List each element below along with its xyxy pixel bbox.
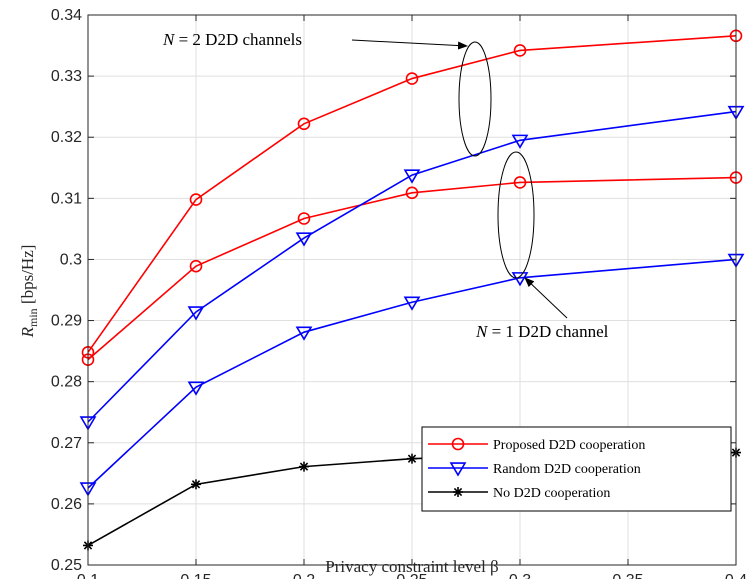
x-tick-label: 0.15 <box>180 572 211 579</box>
data-point <box>297 212 311 225</box>
y-axis-label: Rmin [bps/Hz] <box>18 245 40 339</box>
data-point <box>403 169 421 184</box>
y-tick-label: 0.28 <box>51 374 82 391</box>
legend-item: No D2D cooperation <box>428 486 610 501</box>
series-2 <box>79 105 745 431</box>
y-tick-label: 0.29 <box>51 313 82 330</box>
annotation-n2-variable: N <box>162 30 176 49</box>
data-point <box>513 44 527 57</box>
legend-item: Proposed D2D cooperation <box>428 437 645 453</box>
y-tick-label: 0.27 <box>51 435 82 452</box>
y-tick-label: 0.31 <box>51 190 82 207</box>
svg-text:N = 1 D2D channel: N = 1 D2D channel <box>475 322 609 341</box>
x-tick-label: 0.4 <box>725 572 747 579</box>
data-point <box>405 186 419 200</box>
data-point <box>191 479 201 490</box>
annotation-n1-ellipse <box>497 151 535 279</box>
annotation-n1-text: = 1 D2D channel <box>487 322 608 341</box>
x-tick-label: 0.35 <box>612 572 643 579</box>
annotation-n1-variable: N <box>475 322 489 341</box>
y-tick-label: 0.3 <box>60 251 82 268</box>
data-point <box>295 326 313 341</box>
x-axis-label: Privacy constraint level β <box>325 557 498 576</box>
data-point <box>407 453 417 464</box>
y-tick-label: 0.26 <box>51 496 82 513</box>
series-layer <box>79 29 745 551</box>
data-point <box>189 193 203 206</box>
legend-label: Proposed D2D cooperation <box>493 438 645 453</box>
data-point <box>403 296 421 311</box>
data-point <box>297 117 311 131</box>
legend-items: Proposed D2D cooperation Random D2D coope… <box>428 437 645 501</box>
annotation-n2: N = 2 D2D channels <box>162 30 492 157</box>
data-point <box>189 259 203 273</box>
x-tick-label: 0.25 <box>396 572 427 579</box>
y-axis-label-main: R <box>18 326 37 338</box>
x-tick-label: 0.2 <box>293 572 315 579</box>
y-tick-label: 0.34 <box>51 7 82 24</box>
axis-ticks: 0.1 0.15 0.2 0.25 0.3 0.35 0.4 0.25 0.26 0.27 0.28… <box>51 7 747 579</box>
y-axis-label-sub: min <box>26 308 40 327</box>
annotation-n2-ellipse <box>458 41 492 157</box>
legend-item: Random D2D cooperation <box>428 462 641 477</box>
y-tick-label: 0.25 <box>51 557 82 574</box>
legend-label: No D2D cooperation <box>493 486 610 501</box>
series-3 <box>79 253 745 497</box>
data-point <box>511 272 529 287</box>
data-point <box>295 232 313 247</box>
series-line <box>87 258 737 489</box>
data-point <box>405 72 419 85</box>
legend-marker <box>453 487 463 497</box>
x-tick-label: 0.3 <box>509 572 531 579</box>
data-point <box>513 176 527 189</box>
legend-label: Random D2D cooperation <box>493 462 641 477</box>
annotation-n1: N = 1 D2D channel <box>475 151 609 341</box>
annotation-n2-arrow <box>351 39 468 50</box>
svg-text:N = 2 D2D channels: N = 2 D2D channels <box>162 30 302 49</box>
legend: Proposed D2D cooperation Random D2D coope… <box>421 426 732 512</box>
legend-box <box>421 426 732 512</box>
data-point <box>187 306 205 321</box>
y-axis-label-unit: [bps/Hz] <box>18 245 37 309</box>
annotation-n1-arrow <box>524 277 568 319</box>
legend-marker <box>451 437 465 451</box>
y-tick-label: 0.32 <box>51 129 82 146</box>
data-point <box>299 461 309 472</box>
series-line <box>87 110 737 423</box>
data-point <box>187 381 205 396</box>
series-line <box>87 34 737 353</box>
x-tick-label: 0.1 <box>77 572 99 579</box>
legend-marker <box>449 462 467 477</box>
y-tick-label: 0.33 <box>51 68 82 85</box>
data-point <box>511 134 529 149</box>
annotation-n2-text: = 2 D2D channels <box>174 30 302 49</box>
